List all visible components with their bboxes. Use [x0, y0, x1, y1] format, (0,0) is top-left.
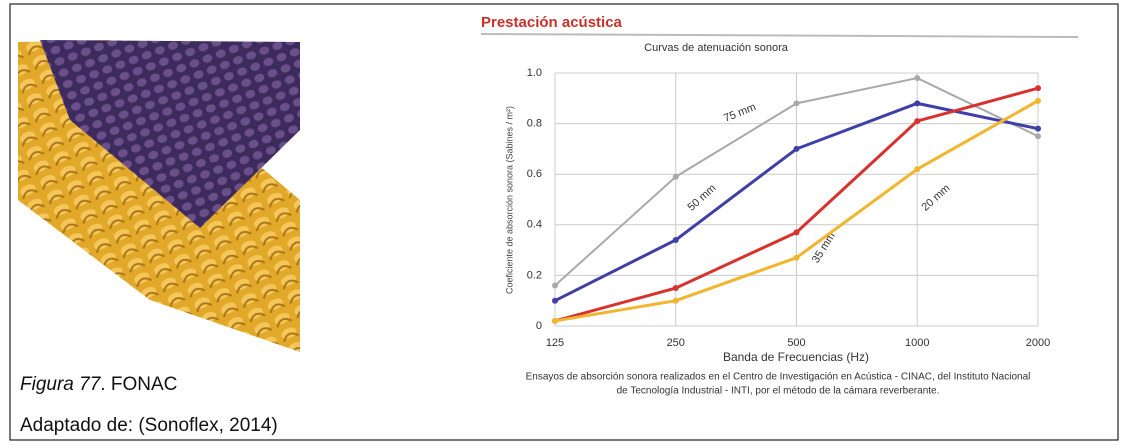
x-axis-label: Banda de Frecuencias (Hz) [723, 350, 869, 364]
data-point [794, 255, 800, 261]
data-point [914, 75, 920, 81]
y-tick-label: 0 [536, 320, 542, 332]
x-tick-label: 2000 [1026, 337, 1050, 349]
footnote: Ensayos de absorción sonora realizados e… [526, 372, 1031, 383]
data-point [1035, 98, 1041, 104]
data-point [1035, 85, 1041, 91]
data-point [914, 100, 920, 106]
y-axis-label: Coeficiente de absorción sonora (Sabines… [504, 106, 514, 294]
foam-photo [18, 40, 300, 352]
data-point [1035, 133, 1041, 139]
x-tick-label: 500 [787, 337, 805, 349]
data-point [794, 100, 800, 106]
x-tick-label: 250 [667, 337, 685, 349]
x-tick-label: 125 [546, 337, 564, 349]
data-point [552, 298, 558, 304]
caption: Figura 77. FONAC [20, 374, 177, 395]
y-tick-label: 0.4 [527, 219, 542, 231]
data-point [794, 229, 800, 235]
x-tick-label: 1000 [905, 337, 929, 349]
y-tick-label: 0.8 [527, 118, 542, 130]
y-tick-label: 1.0 [527, 67, 542, 79]
page: Figura 77. FONAC Adaptado de: (Sonoflex,… [0, 0, 1129, 448]
data-point [673, 298, 679, 304]
series-label: 50 mm [685, 182, 718, 213]
heading-rule [481, 34, 1078, 37]
data-point [673, 285, 679, 291]
y-tick-label: 0.2 [527, 269, 542, 281]
figure: Figura 77. FONAC Adaptado de: (Sonoflex,… [0, 0, 1129, 448]
y-tick-label: 0.6 [527, 168, 542, 180]
data-point [673, 174, 679, 180]
data-point [552, 318, 558, 324]
data-point [552, 283, 558, 289]
chart-heading: Prestación acústica [481, 14, 623, 31]
series-label: 75 mm [722, 101, 758, 125]
data-point [673, 237, 679, 243]
plot: 0 0.2 0.4 0.6 0.8 1.0 125 250 500 1000 2000 75 mm 50… [527, 67, 1051, 349]
caption-label: Figura 77 [20, 374, 102, 395]
chart-title: Curvas de atenuación sonora [644, 42, 789, 54]
footnote: de Tecnología Industrial - INTI, por el … [617, 386, 940, 397]
data-point [914, 118, 920, 124]
data-point [1035, 126, 1041, 132]
series-label: 20 mm [919, 182, 952, 213]
data-point [794, 146, 800, 152]
source: Adaptado de: (Sonoflex, 2014) [20, 415, 278, 436]
data-point [914, 166, 920, 172]
caption-text: . FONAC [100, 374, 177, 395]
